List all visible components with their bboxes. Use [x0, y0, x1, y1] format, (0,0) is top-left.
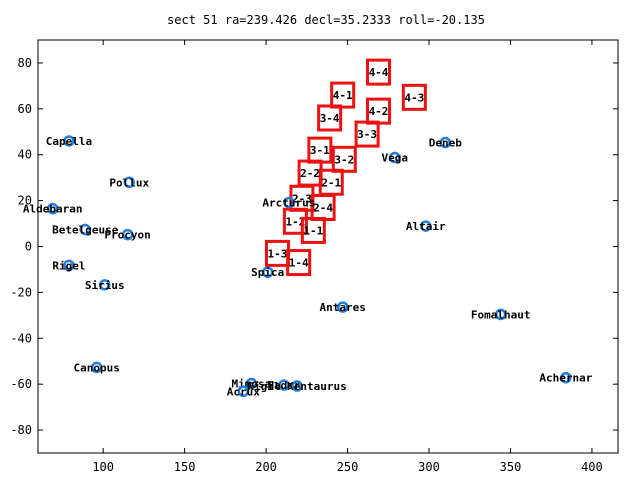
- star-label: Capella: [46, 135, 92, 148]
- sector-box: [330, 81, 356, 109]
- x-tick-label: 150: [174, 460, 196, 474]
- star-point: [261, 266, 274, 278]
- star-point: [46, 202, 59, 215]
- star-label: Achernar: [539, 372, 592, 385]
- star-label: Arcturus: [262, 196, 315, 209]
- sector-label: 4-3: [404, 91, 424, 104]
- sector-box: [331, 145, 357, 173]
- star-point: [560, 371, 572, 384]
- star-label: Fomalhaut: [471, 308, 531, 321]
- y-tick-label: 60: [18, 102, 32, 116]
- y-tick-label: 20: [18, 194, 32, 208]
- x-tick-label: 200: [255, 460, 277, 474]
- y-tick-label: -40: [10, 331, 32, 345]
- sector-label: 2-1: [321, 176, 341, 189]
- star-label: Aldebaran: [23, 203, 83, 216]
- x-tick-label: 300: [418, 460, 440, 474]
- y-tick-label: 40: [18, 148, 32, 162]
- y-tick-label: 0: [25, 240, 32, 254]
- star-point: [389, 151, 401, 164]
- star-point: [283, 196, 295, 209]
- sector-box: [366, 58, 392, 86]
- star-label: Pollux: [109, 176, 149, 189]
- star-point: [63, 259, 75, 272]
- sector-label: 1-4: [289, 257, 309, 270]
- marks: 4-44-1 4-34-23-43-33-13-22-22-12-32-41-21…: [23, 58, 593, 398]
- sector-label: 4-2: [369, 105, 389, 118]
- y-tick-label: -60: [10, 377, 32, 391]
- star-point: [90, 361, 103, 374]
- sector-label: 1-2: [285, 215, 305, 228]
- sector-box: [317, 104, 343, 132]
- x-tick-label: 250: [337, 460, 359, 474]
- sector-label: 3-1: [310, 144, 330, 157]
- star-label: Spica: [251, 266, 284, 279]
- sector-label: 1-3: [268, 247, 288, 260]
- sector-label: 3-4: [320, 112, 340, 125]
- sector-box: [286, 249, 312, 277]
- sector-label: 2-4: [313, 201, 333, 214]
- star-point: [121, 228, 134, 241]
- star-label: Antares: [319, 301, 365, 314]
- star-point: [79, 223, 91, 236]
- y-tick-label: 80: [18, 56, 32, 70]
- y-tick-label: -80: [10, 423, 32, 437]
- sector-label: 2-2: [300, 167, 320, 180]
- sector-box: [300, 216, 326, 244]
- star-label: Deneb: [429, 137, 462, 150]
- star-label: Rigel: [52, 259, 85, 272]
- star-label: Vega: [382, 151, 409, 164]
- star-point: [99, 279, 111, 291]
- sector-box: [401, 83, 427, 111]
- star-point: [336, 301, 349, 313]
- sector-label: 4-4: [369, 66, 389, 79]
- star-point: [439, 136, 452, 149]
- star-point: [63, 135, 75, 147]
- star-point: [494, 308, 507, 321]
- star-label: Altair: [406, 220, 446, 233]
- chart-title: sect 51 ra=239.426 decl=35.2333 roll=-20…: [167, 13, 485, 27]
- sector-box: [282, 207, 308, 235]
- y-tick-label: -20: [10, 285, 32, 299]
- star-point: [278, 379, 290, 391]
- star-point: [420, 220, 432, 232]
- sector-label: 1-1: [303, 224, 323, 237]
- star-label: Sirius: [85, 279, 125, 292]
- star-point: [237, 385, 250, 398]
- sector-label: 4-1: [333, 89, 353, 102]
- star-label: Procyon: [104, 229, 150, 242]
- sector-label: 2-3: [292, 192, 312, 205]
- star-label: Canopus: [73, 361, 119, 374]
- sector-label: 3-2: [334, 153, 354, 166]
- star-point: [123, 176, 135, 189]
- x-tick-label: 100: [92, 460, 114, 474]
- axes: 100 150 200 250 300 350 400 -80 -60 -40 -20 0 20 40 60…: [10, 40, 618, 474]
- sector-label: 3-3: [357, 128, 377, 141]
- star-label: Rigil Kentaurus: [247, 380, 346, 393]
- star-point: [291, 380, 303, 392]
- x-tick-label: 400: [581, 460, 603, 474]
- star-label: Acrux: [227, 385, 260, 398]
- star-label: Betelgeuse: [52, 224, 119, 237]
- x-tick-label: 350: [500, 460, 522, 474]
- star-point: [245, 377, 258, 390]
- sector-box: [354, 120, 380, 148]
